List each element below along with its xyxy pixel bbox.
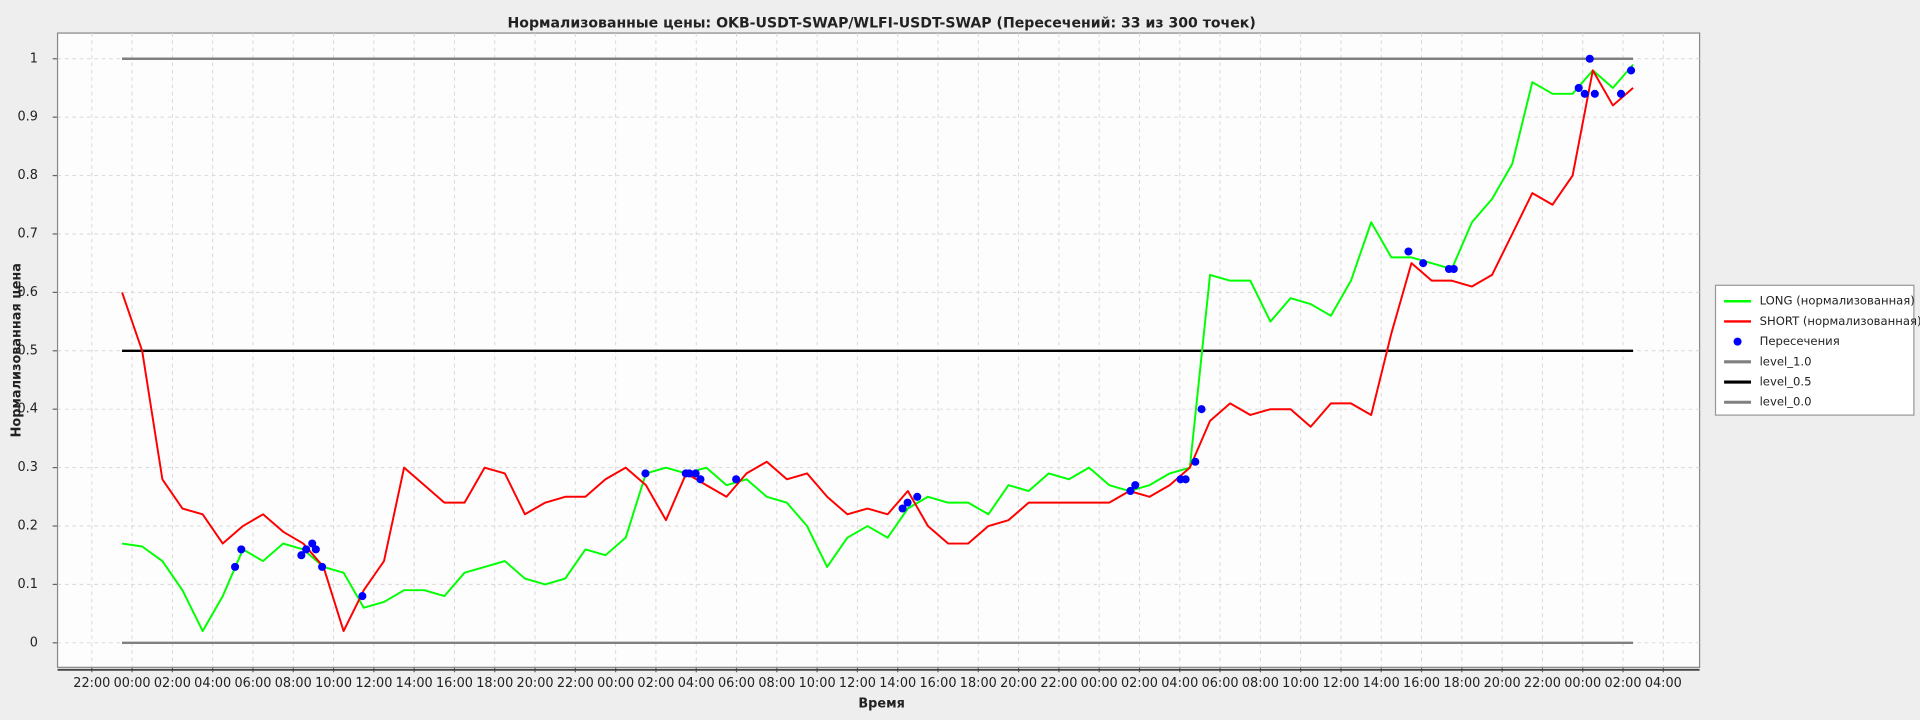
y-tick-label: 0.8	[18, 168, 38, 183]
x-tick-label: 12:00	[1322, 676, 1359, 691]
crossing-point	[302, 545, 311, 554]
crossing-point	[685, 469, 694, 478]
series-line	[121, 69, 1634, 633]
crossing-point	[231, 562, 240, 571]
x-tick-label: 08:00	[275, 676, 312, 691]
crossing-point	[358, 592, 367, 601]
legend-label: level_0.5	[1760, 375, 1812, 389]
crossing-point	[308, 539, 317, 548]
y-tick-label: 0.9	[18, 110, 38, 125]
x-tick-label: 00:00	[1564, 676, 1601, 691]
x-tick-label: 02:00	[1605, 676, 1642, 691]
x-tick-label: 00:00	[597, 676, 634, 691]
x-tick-label: 10:00	[315, 676, 352, 691]
crossing-point	[1197, 405, 1206, 414]
crossing-point	[732, 475, 741, 484]
x-tick-label: 06:00	[234, 676, 271, 691]
crossing-point	[641, 469, 650, 478]
legend-label: SHORT (нормализованная)	[1760, 314, 1920, 328]
crossing-point	[297, 551, 306, 560]
x-tick-label: 12:00	[355, 676, 392, 691]
crossing-point	[913, 492, 922, 501]
x-tick-label: 00:00	[114, 676, 151, 691]
y-tick-label: 0.4	[18, 402, 38, 417]
y-tick-label: 0.1	[18, 577, 38, 592]
x-tick-label: 18:00	[476, 676, 513, 691]
legend-swatch	[1733, 337, 1742, 346]
x-tick-label: 22:00	[557, 676, 594, 691]
legend-label: Пересечения	[1760, 334, 1840, 348]
y-tick-label: 0	[30, 635, 38, 650]
x-tick-label: 10:00	[1282, 676, 1319, 691]
y-tick-label: 0.5	[18, 343, 38, 358]
crossing-point	[1580, 89, 1589, 98]
x-tick-label: 16:00	[919, 676, 956, 691]
x-axis-label: Время	[858, 697, 904, 712]
crossing-point	[1574, 83, 1583, 93]
x-tick-label: 20:00	[1000, 676, 1037, 691]
y-tick-label: 0.6	[18, 285, 38, 300]
x-tick-label: 08:00	[758, 676, 795, 691]
crossing-point	[696, 475, 705, 484]
y-tick-label: 0.2	[18, 519, 38, 534]
legend	[1714, 284, 1915, 416]
crossing-point	[311, 545, 320, 554]
x-tick-label: 20:00	[517, 676, 554, 691]
x-tick-label: 06:00	[718, 676, 755, 691]
crossing-point	[1627, 66, 1636, 75]
x-tick-label: 16:00	[1403, 676, 1440, 691]
crossing-point	[1449, 264, 1458, 274]
x-tick-label: 06:00	[1202, 676, 1239, 691]
crossing-point	[1585, 54, 1594, 63]
y-axis-label: Нормализованная цена	[10, 263, 25, 437]
crossing-point	[903, 498, 912, 507]
legend-label: level_0.0	[1760, 395, 1812, 409]
crossing-point	[1590, 89, 1599, 98]
x-tick-label: 14:00	[879, 676, 916, 691]
crossing-point	[1181, 475, 1190, 484]
x-tick-label: 02:00	[1121, 676, 1158, 691]
x-tick-label: 04:00	[194, 676, 231, 691]
x-tick-label: 18:00	[1443, 676, 1480, 691]
crossing-point	[1419, 259, 1428, 268]
crossing-point	[1616, 89, 1626, 98]
x-tick-label: 22:00	[73, 676, 110, 691]
legend-label: LONG (нормализованная)	[1760, 294, 1915, 308]
x-tick-label: 04:00	[1645, 676, 1682, 691]
crossing-point	[691, 469, 700, 478]
crossing-point	[318, 562, 327, 571]
crossing-point	[237, 545, 246, 554]
x-tick-label: 08:00	[1242, 676, 1279, 691]
x-tick-label: 22:00	[1524, 676, 1561, 691]
x-tick-label: 10:00	[799, 676, 836, 691]
y-tick-label: 0.3	[18, 460, 38, 475]
crossing-point	[898, 504, 907, 513]
x-tick-label: 20:00	[1484, 676, 1521, 691]
x-tick-label: 02:00	[154, 676, 191, 691]
chart-title: Нормализованные цены: OKB-USDT-SWAP/WLFI…	[507, 15, 1255, 31]
x-tick-label: 04:00	[1161, 676, 1198, 691]
x-tick-label: 14:00	[1363, 676, 1400, 691]
x-tick-label: 04:00	[678, 676, 715, 691]
series-line	[121, 64, 1634, 633]
y-tick-label: 0.7	[18, 226, 38, 241]
x-tick-label: 22:00	[1040, 676, 1077, 691]
crossing-point	[1404, 247, 1413, 256]
x-tick-label: 18:00	[960, 676, 997, 691]
x-tick-label: 02:00	[637, 676, 674, 691]
x-tick-label: 16:00	[436, 676, 473, 691]
crossing-point	[1131, 481, 1140, 490]
legend-label: level_1.0	[1760, 354, 1812, 368]
x-tick-label: 12:00	[839, 676, 876, 691]
x-tick-label: 14:00	[396, 676, 433, 691]
crossing-point	[1191, 457, 1200, 466]
y-tick-label: 1	[30, 51, 38, 66]
x-tick-label: 00:00	[1081, 676, 1118, 691]
crossing-point	[1126, 486, 1135, 496]
